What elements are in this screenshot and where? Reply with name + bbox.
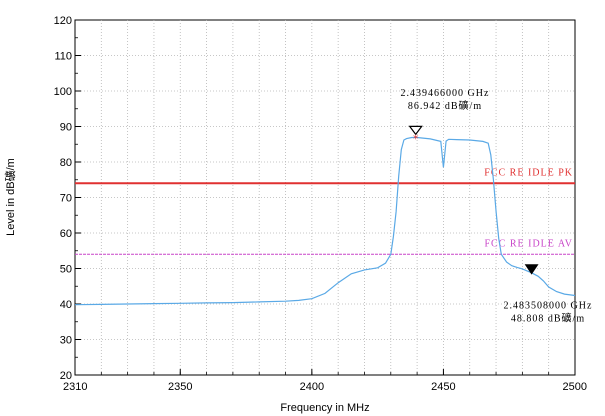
y-axis-title: Level in dB礦/m [3, 158, 17, 236]
x-tick-label: 2400 [300, 381, 324, 393]
y-tick-label: 60 [60, 228, 72, 240]
marker-level-label: 86.942 dB礦/m [408, 99, 482, 112]
series-group [74, 136, 576, 306]
grid-lines [75, 20, 575, 375]
y-tick-label: 30 [60, 335, 72, 347]
y-tick-label: 100 [54, 86, 72, 98]
marker-triangle-open [408, 125, 423, 136]
x-tick-label: 2450 [431, 381, 455, 393]
x-tick-label: 2310 [63, 381, 87, 393]
y-tick-label: 110 [54, 51, 72, 63]
y-tick-label: 40 [60, 299, 72, 311]
x-tick-label: 2500 [563, 381, 587, 393]
y-tick-label: 50 [60, 264, 72, 276]
marker-triangle-filled [524, 264, 539, 275]
limit-label: FCC RE IDLE AV [484, 238, 573, 249]
axis-ticks [74, 19, 576, 376]
y-tick-label: 120 [54, 15, 72, 27]
y-tick-label: 20 [60, 370, 72, 382]
y-tick-label: 90 [60, 122, 72, 134]
data-series-line [74, 136, 576, 306]
tick-labels: 2310 2350 2400 2450 2500 20 30 40 50 60 70 80 90 100 1… [54, 15, 587, 393]
limit-label: FCC RE IDLE PK [484, 167, 573, 178]
x-tick-label: 2350 [168, 381, 192, 393]
marker-frequency-label: 2.439466000 GHz [401, 88, 490, 99]
x-axis-title: Frequency in MHz [280, 402, 369, 414]
y-tick-label: 70 [60, 193, 72, 205]
y-tick-label: 80 [60, 157, 72, 169]
marker-frequency-label: 2.483508000 GHz [504, 301, 593, 312]
marker-level-label: 48.808 dB礦/m [511, 312, 585, 325]
limit-lines: FCC RE IDLE PK FCC RE IDLE AV [75, 167, 575, 255]
marker-star: * [413, 132, 419, 145]
